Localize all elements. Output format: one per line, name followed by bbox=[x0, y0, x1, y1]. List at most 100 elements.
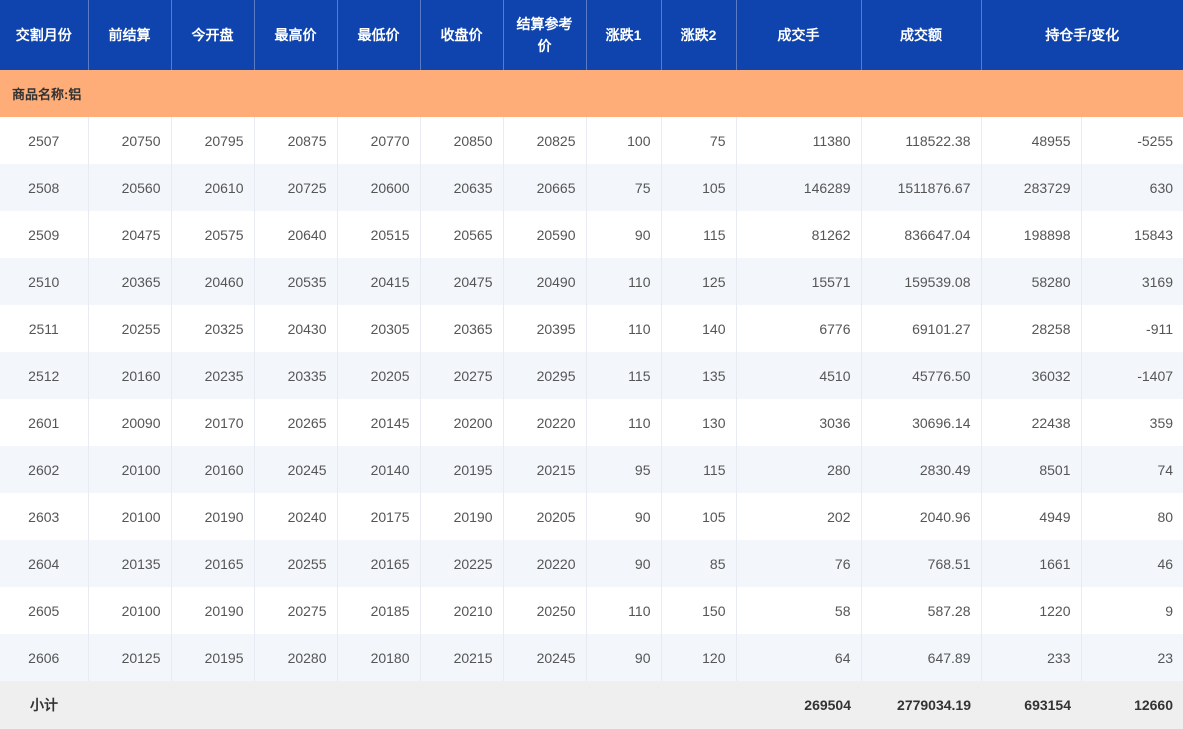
table-cell: 20210 bbox=[419, 587, 503, 634]
table-row: 2510 20365 20460 20535 20415 20475 20490 110 125… bbox=[0, 258, 1183, 305]
table-cell: 20100 bbox=[87, 493, 171, 540]
table-cell: 75 bbox=[585, 164, 661, 211]
table-cell: 90 bbox=[585, 493, 661, 540]
table-cell: 2601 bbox=[0, 399, 88, 446]
table-cell: 20475 bbox=[87, 211, 171, 258]
table-cell: 30696.14 bbox=[860, 399, 981, 446]
table-cell: 20225 bbox=[419, 540, 503, 587]
table-cell: 20325 bbox=[170, 305, 254, 352]
empty-cell bbox=[171, 681, 254, 729]
column-header: 今开盘 bbox=[170, 0, 254, 70]
table-cell: 20195 bbox=[170, 634, 254, 681]
table-row: 2601 20090 20170 20265 20145 20200 20220 110 130… bbox=[0, 399, 1183, 446]
column-header: 持仓手/变化 bbox=[980, 0, 1183, 70]
table-cell: 20875 bbox=[253, 117, 337, 164]
table-cell: 20250 bbox=[502, 587, 586, 634]
table-cell: 20280 bbox=[253, 634, 337, 681]
table-cell: 2508 bbox=[0, 164, 88, 211]
table-cell: 20205 bbox=[502, 493, 586, 540]
column-header: 最低价 bbox=[336, 0, 420, 70]
table-cell: 115 bbox=[660, 211, 736, 258]
table-cell: 100 bbox=[585, 117, 661, 164]
empty-cell bbox=[337, 681, 420, 729]
table-cell: 95 bbox=[585, 446, 661, 493]
table-cell: 20195 bbox=[419, 446, 503, 493]
table-cell: 105 bbox=[660, 164, 736, 211]
table-cell: 20335 bbox=[253, 352, 337, 399]
table-cell: 20145 bbox=[336, 399, 420, 446]
table-row: 2604 20135 20165 20255 20165 20225 20220 90 85 76… bbox=[0, 540, 1183, 587]
table-cell: 46 bbox=[1080, 540, 1183, 587]
table-cell: 105 bbox=[660, 493, 736, 540]
table-cell: 20460 bbox=[170, 258, 254, 305]
empty-cell bbox=[586, 681, 661, 729]
table-cell: 20575 bbox=[170, 211, 254, 258]
table-cell: 233 bbox=[980, 634, 1081, 681]
header-row: 交割月份 前结算 今开盘 最高价 最低价 收盘价 结算参考价 涨跌1 涨跌2 成交手 成交额 持仓手/… bbox=[0, 0, 1183, 70]
table-cell: 20245 bbox=[253, 446, 337, 493]
table-cell: 110 bbox=[585, 258, 661, 305]
table-cell: 1220 bbox=[980, 587, 1081, 634]
table-cell: 20365 bbox=[87, 258, 171, 305]
column-header: 成交手 bbox=[735, 0, 861, 70]
table-cell: 2040.96 bbox=[860, 493, 981, 540]
table-cell: 58 bbox=[735, 587, 861, 634]
table-cell: 20175 bbox=[336, 493, 420, 540]
table-cell: 20305 bbox=[336, 305, 420, 352]
table-cell: 20770 bbox=[336, 117, 420, 164]
table-cell: 20255 bbox=[253, 540, 337, 587]
table-cell: 20160 bbox=[87, 352, 171, 399]
table-cell: 15571 bbox=[735, 258, 861, 305]
table-cell: 20135 bbox=[87, 540, 171, 587]
column-header: 前结算 bbox=[87, 0, 171, 70]
table-cell: 90 bbox=[585, 211, 661, 258]
subtotal-volume: 269504 bbox=[736, 681, 861, 729]
table-cell: 20490 bbox=[502, 258, 586, 305]
table-cell: 76 bbox=[735, 540, 861, 587]
table-cell: 85 bbox=[660, 540, 736, 587]
table-cell: 110 bbox=[585, 305, 661, 352]
table-cell: 20750 bbox=[87, 117, 171, 164]
table-cell: 20165 bbox=[170, 540, 254, 587]
table-cell: 20125 bbox=[87, 634, 171, 681]
table-cell: 15843 bbox=[1080, 211, 1183, 258]
table-cell: -1407 bbox=[1080, 352, 1183, 399]
table-cell: 20395 bbox=[502, 305, 586, 352]
table-cell: 48955 bbox=[980, 117, 1081, 164]
empty-cell bbox=[503, 681, 586, 729]
column-header: 最高价 bbox=[253, 0, 337, 70]
table-cell: 20635 bbox=[419, 164, 503, 211]
table-cell: 90 bbox=[585, 634, 661, 681]
subtotal-change: 12660 bbox=[1081, 681, 1183, 729]
table-cell: 20220 bbox=[502, 540, 586, 587]
category-label: 商品名称:铝 bbox=[0, 70, 1183, 117]
table-cell: 20245 bbox=[502, 634, 586, 681]
table-cell: 20365 bbox=[419, 305, 503, 352]
table-row: 2606 20125 20195 20280 20180 20215 20245 90 120 6… bbox=[0, 634, 1183, 681]
table-cell: 159539.08 bbox=[860, 258, 981, 305]
table-cell: 20160 bbox=[170, 446, 254, 493]
table-cell: 8501 bbox=[980, 446, 1081, 493]
empty-cell bbox=[254, 681, 337, 729]
table-cell: -5255 bbox=[1080, 117, 1183, 164]
table-cell: 115 bbox=[585, 352, 661, 399]
table-cell: 20185 bbox=[336, 587, 420, 634]
table-cell: 45776.50 bbox=[860, 352, 981, 399]
table-cell: 20205 bbox=[336, 352, 420, 399]
table-cell: 2603 bbox=[0, 493, 88, 540]
empty-cell bbox=[661, 681, 736, 729]
table-cell: 20515 bbox=[336, 211, 420, 258]
table-cell: 20215 bbox=[419, 634, 503, 681]
table-cell: 3169 bbox=[1080, 258, 1183, 305]
table-cell: 22438 bbox=[980, 399, 1081, 446]
subtotal-turnover: 2779034.19 bbox=[861, 681, 981, 729]
table-cell: 90 bbox=[585, 540, 661, 587]
table-row: 2512 20160 20235 20335 20205 20275 20295 115 135… bbox=[0, 352, 1183, 399]
table-cell: 20725 bbox=[253, 164, 337, 211]
table-cell: 20100 bbox=[87, 446, 171, 493]
table-cell: 20215 bbox=[502, 446, 586, 493]
table-cell: 20590 bbox=[502, 211, 586, 258]
category-row: 商品名称:铝 bbox=[0, 70, 1183, 117]
table-cell: 20560 bbox=[87, 164, 171, 211]
